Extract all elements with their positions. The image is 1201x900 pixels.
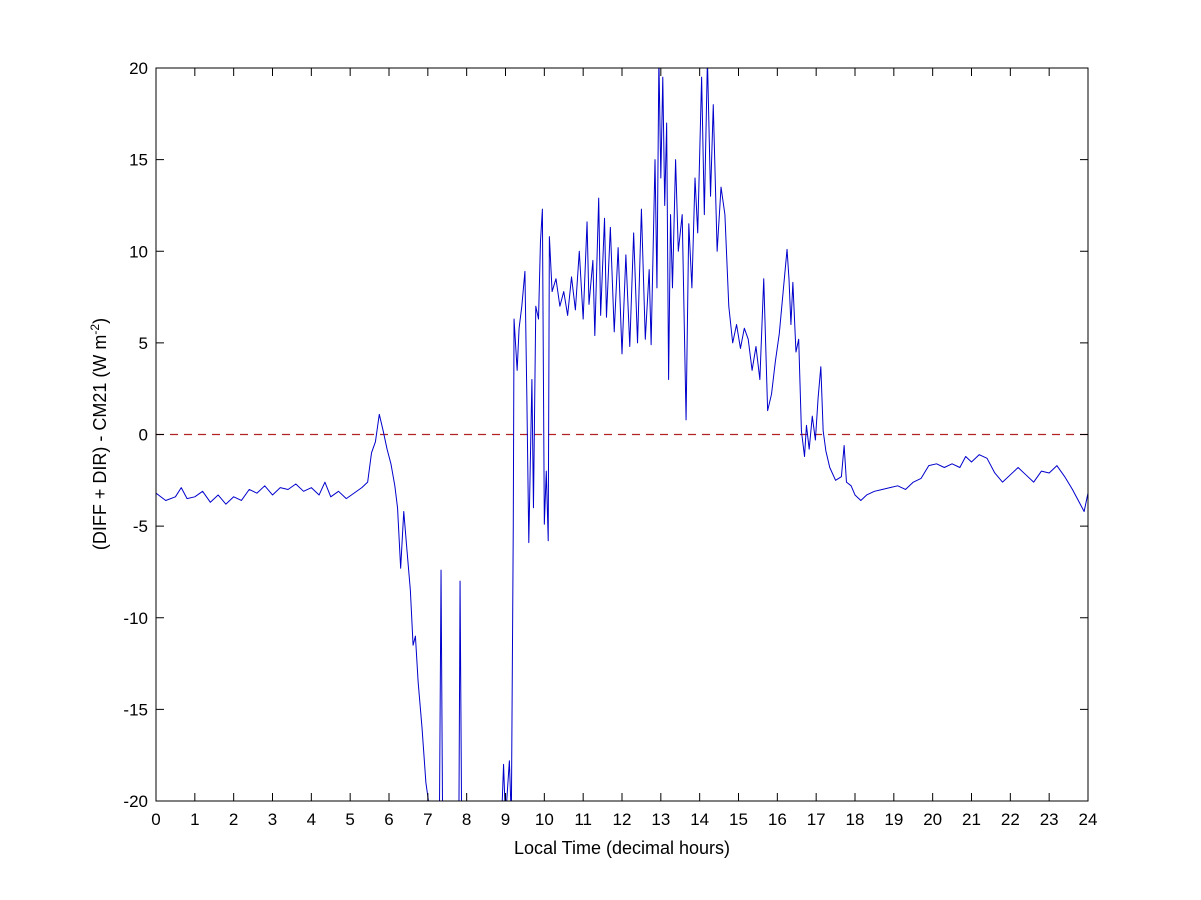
x-tick-label: 2	[229, 810, 238, 829]
series-layer	[156, 68, 1088, 801]
y-tick-label: 20	[129, 59, 148, 78]
series-line	[156, 68, 1088, 801]
x-tick-label: 17	[807, 810, 826, 829]
x-tick-label: 24	[1079, 810, 1098, 829]
y-axis-label: (DIFF + DIR) - CM21 (W m-2)	[88, 318, 110, 550]
y-tick-label: -10	[123, 609, 148, 628]
x-tick-label: 1	[190, 810, 199, 829]
x-tick-label: 16	[768, 810, 787, 829]
x-tick-label: 22	[1001, 810, 1020, 829]
x-tick-label: 13	[651, 810, 670, 829]
x-tick-label: 4	[307, 810, 316, 829]
x-tick-label: 21	[962, 810, 981, 829]
x-tick-label: 20	[923, 810, 942, 829]
y-tick-label: 0	[139, 426, 148, 445]
y-axis-label-main: (DIFF + DIR) - CM21 (W m	[90, 335, 110, 550]
x-tick-label: 19	[884, 810, 903, 829]
y-tick-label: 15	[129, 151, 148, 170]
x-tick-label: 0	[151, 810, 160, 829]
x-tick-label: 5	[345, 810, 354, 829]
x-tick-label: 12	[613, 810, 632, 829]
x-tick-label: 14	[690, 810, 709, 829]
x-tick-label: 8	[462, 810, 471, 829]
x-tick-label: 15	[729, 810, 748, 829]
x-tick-label: 3	[268, 810, 277, 829]
x-axis-label: Local Time (decimal hours)	[514, 838, 730, 858]
y-axis-label-close: )	[90, 318, 110, 324]
x-tick-label: 10	[535, 810, 554, 829]
x-tick-label: 23	[1040, 810, 1059, 829]
x-tick-label: 9	[501, 810, 510, 829]
x-tick-label: 6	[384, 810, 393, 829]
x-tick-label: 7	[423, 810, 432, 829]
x-tick-label: 11	[574, 810, 592, 829]
x-tick-label: 18	[846, 810, 865, 829]
y-tick-label: -15	[123, 700, 148, 719]
y-tick-label: -20	[123, 792, 148, 811]
y-tick-label: 10	[129, 242, 148, 261]
y-tick-label: 5	[139, 334, 148, 353]
y-axis-label-superscript: -2	[88, 324, 102, 335]
y-tick-label: -5	[133, 517, 148, 536]
y-axis: -20 -15 -10 -5 0 5 10 15 20	[123, 59, 1088, 811]
x-axis: 0 1 2 3 4 5 6 7 8 9 10 11 12 13 14 15 16 17 18 19 20 21 22 23 24	[151, 68, 1097, 829]
